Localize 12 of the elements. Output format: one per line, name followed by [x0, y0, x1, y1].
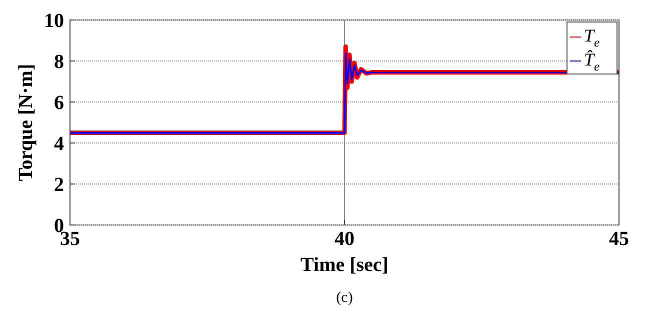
y-tick-label: 2: [54, 174, 64, 196]
y-tick-label: 6: [54, 92, 64, 114]
x-axis-title: Time [sec]: [300, 254, 388, 276]
legend-label: T̂$_{e}$: [584, 49, 600, 74]
y-axis-title: Torque [N·m]: [15, 64, 37, 182]
text: (c): [336, 290, 353, 306]
y-tick-label: 4: [54, 133, 64, 155]
y-tick-label: 8: [54, 51, 64, 73]
y-tick-label: 10: [44, 10, 64, 32]
x-tick-label: 40: [334, 228, 354, 250]
x-tick-label: 45: [609, 228, 629, 250]
legend-label: T$_{e}$: [584, 25, 600, 50]
